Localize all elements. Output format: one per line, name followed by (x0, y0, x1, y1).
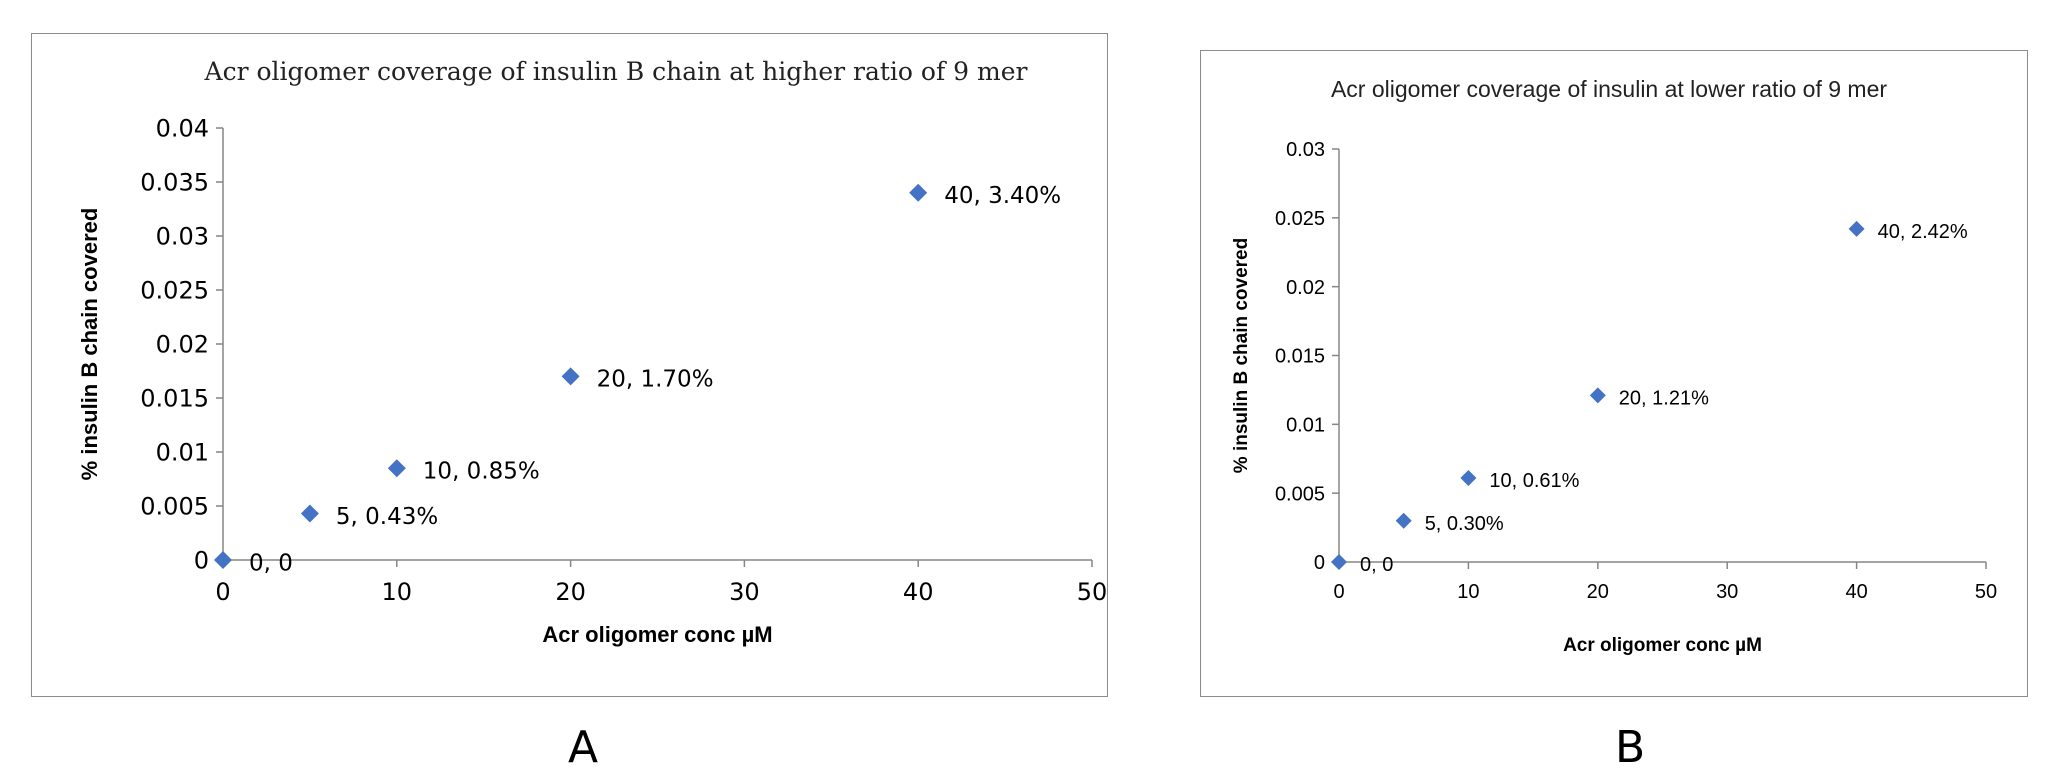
chart-b-x-tick-label: 30 (1716, 581, 1738, 603)
chart-b-data-label: 0, 0 (1360, 554, 1393, 576)
chart-a-y-tick-label: 0.035 (140, 169, 209, 197)
chart-a-data-point (300, 504, 319, 523)
chart-b-x-axis-label: Acr oligomer conc µM (1563, 635, 1762, 656)
chart-b-y-tick-label: 0.005 (1275, 483, 1325, 505)
chart-b-data-label: 10, 0.61% (1489, 470, 1579, 492)
chart-a-x-tick-label: 10 (382, 578, 413, 606)
chart-a-data-label: 10, 0.85% (423, 458, 540, 484)
chart-b: Acr oligomer coverage of insulin at lowe… (1231, 76, 1997, 656)
chart-a-x-tick-label: 20 (555, 578, 586, 606)
chart-b-data-label: 5, 0.30% (1425, 513, 1504, 535)
chart-a-data-point (561, 367, 580, 386)
panel-label-b: B (1615, 722, 1646, 773)
chart-a-data-point (214, 551, 232, 569)
chart-b-x-tick-label: 0 (1333, 581, 1344, 603)
chart-a-y-tick-label: 0.03 (156, 223, 209, 251)
chart-a-data-point (909, 183, 928, 202)
chart-a-x-tick-label: 40 (903, 578, 934, 606)
chart-b-data-point (1589, 387, 1606, 404)
chart-b-y-tick-label: 0.01 (1286, 415, 1325, 437)
chart-a-frame: Acr oligomer coverage of insulin B chain… (31, 33, 1108, 697)
chart-b-x-tick-label: 20 (1587, 581, 1609, 603)
chart-b-x-tick-label: 10 (1457, 581, 1479, 603)
chart-b-data-label: 20, 1.21% (1619, 388, 1709, 410)
chart-b-y-axis-label: % insulin B chain covered (1231, 238, 1252, 473)
chart-a-y-tick-label: 0.02 (156, 331, 209, 359)
chart-a-y-axis-label: % insulin B chain covered (77, 208, 102, 481)
chart-a-x-tick-label: 30 (729, 578, 760, 606)
chart-a-x-tick-label: 50 (1077, 578, 1108, 606)
chart-a-data-label: 5, 0.43% (336, 504, 438, 530)
chart-a-y-tick-label: 0.005 (140, 493, 209, 521)
chart-b-y-tick-label: 0.02 (1286, 277, 1325, 299)
chart-b-data-point (1331, 554, 1347, 570)
chart-b-y-tick-label: 0.015 (1275, 346, 1325, 368)
chart-b-data-point (1848, 220, 1865, 237)
chart-a-data-point (387, 459, 406, 478)
chart-a-data-label: 0, 0 (249, 550, 293, 576)
chart-b-x-tick-label: 40 (1845, 581, 1867, 603)
chart-b-y-tick-label: 0.03 (1286, 139, 1325, 161)
chart-a-data-label: 40, 3.40% (944, 183, 1061, 209)
chart-b-frame: Acr oligomer coverage of insulin at lowe… (1200, 50, 2028, 697)
chart-b-y-tick-label: 0.025 (1275, 208, 1325, 230)
chart-a-y-tick-label: 0.015 (140, 385, 209, 413)
chart-a-y-tick-label: 0.04 (156, 115, 209, 143)
chart-a-y-tick-label: 0 (194, 547, 209, 575)
chart-b-data-point (1395, 512, 1412, 529)
chart-a-title: Acr oligomer coverage of insulin B chain… (204, 57, 1028, 86)
chart-b-data-point (1460, 470, 1477, 487)
chart-b-x-tick-label: 50 (1975, 581, 1997, 603)
chart-b-data-label: 40, 2.42% (1878, 221, 1968, 243)
chart-b-title: Acr oligomer coverage of insulin at lowe… (1331, 76, 1887, 102)
chart-a-y-tick-label: 0.01 (156, 439, 209, 467)
chart-a-x-tick-label: 0 (215, 578, 230, 606)
chart-a-data-label: 20, 1.70% (597, 367, 714, 393)
chart-a-x-axis-label: Acr oligomer conc µM (542, 622, 772, 647)
chart-a: Acr oligomer coverage of insulin B chain… (77, 57, 1108, 647)
chart-a-y-tick-label: 0.025 (140, 277, 209, 305)
chart-b-y-tick-label: 0 (1314, 552, 1325, 574)
panel-label-a: A (568, 722, 599, 773)
